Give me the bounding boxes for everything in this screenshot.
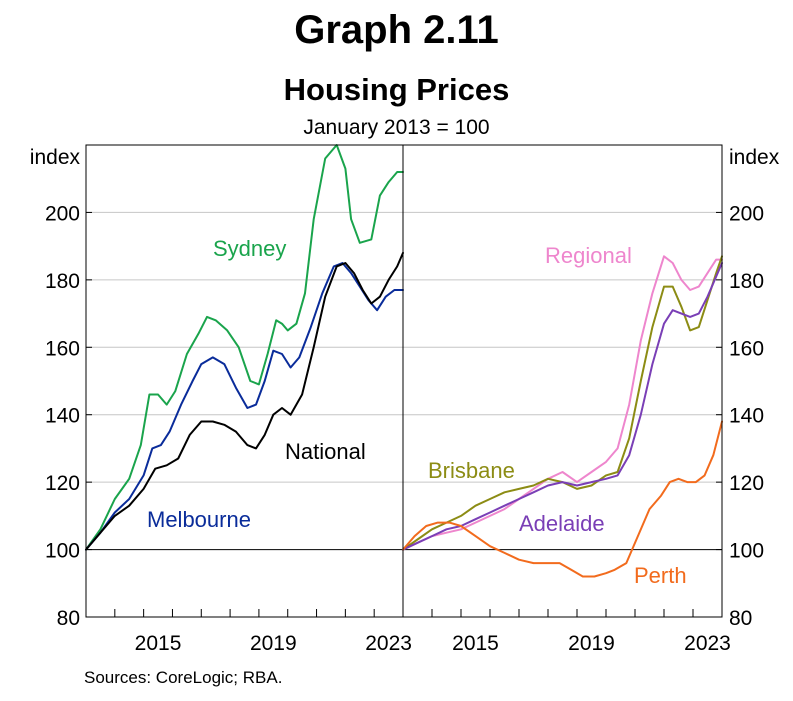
y-tick-label-right: 180	[729, 270, 764, 293]
series-line-national	[85, 251, 404, 551]
y-unit-label-right: index	[729, 146, 780, 169]
x-tick-label: 2023	[684, 632, 731, 655]
y-tick-label-right: 120	[729, 472, 764, 495]
series-line-melbourne	[85, 262, 404, 551]
y-tick-label-right: 160	[729, 337, 764, 360]
series-label-regional: Regional	[545, 243, 632, 268]
x-tick-label: 2019	[568, 632, 615, 655]
series-label-perth: Perth	[634, 563, 687, 588]
series-label-brisbane: Brisbane	[428, 458, 515, 483]
series-line-sydney	[85, 144, 404, 551]
y-tick-label-left: 200	[45, 202, 80, 225]
series-label-national: National	[285, 439, 366, 464]
series-labels: Sydney National Melbourne Regional Brisbane A…	[147, 236, 687, 588]
y-tick-label-right: 200	[729, 202, 764, 225]
plot-border	[85, 144, 723, 618]
chart-subtitle: January 2013 = 100	[303, 116, 490, 139]
series-line-adelaide	[402, 262, 723, 551]
y-tick-label-left: 80	[57, 607, 80, 630]
graph-number: Graph 2.11	[294, 8, 499, 52]
gridlines	[86, 211, 722, 551]
y-tick-label-left: 160	[45, 337, 80, 360]
series-label-melbourne: Melbourne	[147, 507, 251, 532]
series-line-regional	[402, 255, 723, 551]
x-tick-label: 2015	[452, 632, 499, 655]
source-note: Sources: CoreLogic; RBA.	[84, 668, 283, 687]
x-tick-label: 2023	[365, 632, 412, 655]
y-tick-label-left: 120	[45, 472, 80, 495]
x-tick-label: 2019	[250, 632, 297, 655]
y-tick-label-left: 180	[45, 270, 80, 293]
series-label-sydney: Sydney	[213, 236, 286, 261]
series-label-adelaide: Adelaide	[519, 511, 605, 536]
chart-frame	[85, 144, 723, 618]
chart-title: Housing Prices	[283, 72, 510, 107]
series-line-perth	[402, 420, 723, 578]
series-lines	[85, 144, 723, 578]
x-tick-label: 2015	[135, 632, 182, 655]
y-tick-label-left: 100	[45, 540, 80, 563]
y-tick-label-right: 100	[729, 540, 764, 563]
y-tick-label-left: 140	[45, 405, 80, 428]
y-unit-label-left: index	[30, 146, 81, 169]
series-line-brisbane	[402, 255, 723, 551]
y-tick-label-right: 140	[729, 405, 764, 428]
y-tick-label-right: 80	[729, 607, 752, 630]
